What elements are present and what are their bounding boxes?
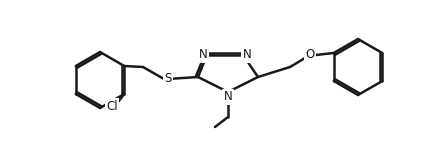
Text: Cl: Cl — [106, 99, 118, 112]
Text: S: S — [164, 73, 171, 86]
Text: O: O — [305, 48, 314, 62]
Text: N: N — [223, 91, 232, 104]
Text: N: N — [198, 48, 207, 62]
Text: N: N — [242, 48, 251, 62]
